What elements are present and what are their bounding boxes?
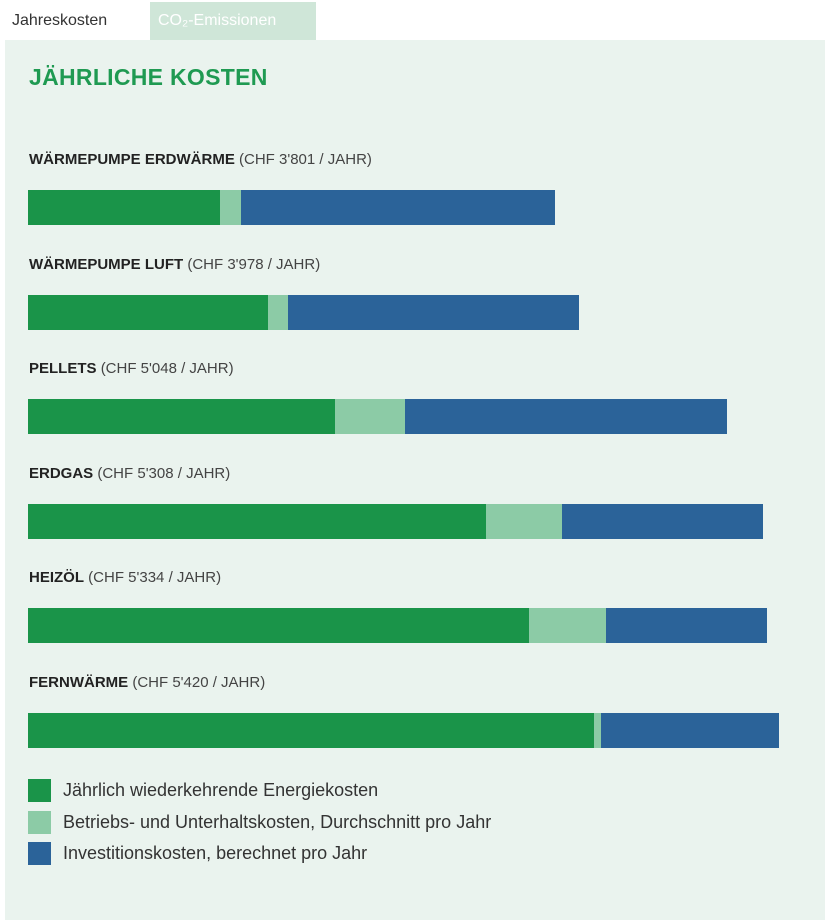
category-label: HEIZÖL (CHF 5'334 / JAHR) bbox=[29, 569, 221, 586]
bar-segment bbox=[334, 399, 405, 434]
tab[interactable]: Jahreskosten bbox=[4, 2, 150, 40]
category-name: HEIZÖL bbox=[29, 569, 84, 586]
category-name: PELLETS bbox=[29, 360, 97, 377]
legend-swatch bbox=[28, 779, 51, 802]
legend-label: Investitionskosten, berechnet pro Jahr bbox=[63, 843, 368, 863]
bar-segment bbox=[600, 712, 779, 748]
category-label: FERNWÄRME (CHF 5'420 / JAHR) bbox=[29, 674, 265, 691]
legend-swatch bbox=[28, 842, 51, 865]
category-name: WÄRMEPUMPE LUFT bbox=[29, 255, 184, 273]
category-note: (CHF 5'420 / JAHR) bbox=[132, 673, 266, 691]
category-label: ERDGAS (CHF 5'308 / JAHR) bbox=[29, 465, 230, 482]
bar-segment bbox=[594, 712, 601, 748]
bar-segment bbox=[28, 190, 220, 225]
category-label: WÄRMEPUMPE LUFT (CHF 3'978 / JAHR) bbox=[29, 256, 320, 273]
category-name: WÄRMEPUMPE ERDWÄRME bbox=[29, 151, 235, 168]
bar-segment bbox=[28, 399, 335, 434]
bar-segment bbox=[288, 294, 580, 330]
tab[interactable]: CO₂-Emissionen bbox=[150, 2, 316, 40]
bar-segment bbox=[28, 712, 595, 748]
category-label: WÄRMEPUMPE ERDWÄRME (CHF 3'801 / JAHR) bbox=[29, 151, 372, 168]
legend-label: Betriebs- und Unterhaltskosten, Durchsch… bbox=[63, 811, 492, 832]
bar-segment bbox=[240, 190, 555, 225]
category-name: FERNWÄRME bbox=[29, 673, 129, 691]
bar-segment bbox=[561, 503, 764, 539]
category-note: (CHF 3'978 / JAHR) bbox=[187, 255, 321, 273]
legend-label: Jährlich wiederkehrende Energiekosten bbox=[63, 780, 379, 800]
bar-segment bbox=[28, 503, 486, 539]
chart-panel bbox=[5, 40, 825, 920]
bar-segment bbox=[404, 399, 728, 434]
bar-segment bbox=[606, 608, 768, 643]
bar-segment bbox=[28, 294, 268, 330]
category-label: PELLETS (CHF 5'048 / JAHR) bbox=[29, 360, 234, 377]
bar-segment bbox=[219, 190, 241, 225]
category-note: (CHF 5'048 / JAHR) bbox=[100, 360, 234, 377]
bar-segment bbox=[529, 608, 607, 643]
category-note: (CHF 3'801 / JAHR) bbox=[239, 151, 372, 168]
bar-segment bbox=[485, 503, 562, 539]
bar-segment bbox=[267, 294, 289, 330]
category-name: ERDGAS bbox=[29, 464, 94, 482]
category-note: (CHF 5'308 / JAHR) bbox=[97, 464, 231, 482]
chart-title: JÄHRLICHE KOSTEN bbox=[29, 64, 268, 90]
legend-swatch bbox=[28, 810, 51, 834]
bar-segment bbox=[28, 608, 530, 643]
category-note: (CHF 5'334 / JAHR) bbox=[88, 569, 222, 586]
